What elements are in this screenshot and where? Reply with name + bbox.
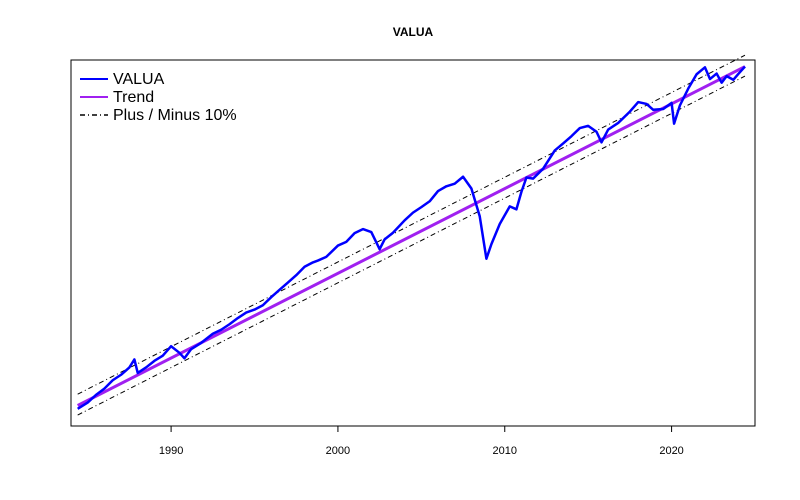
legend-label-trend: Trend (113, 89, 154, 106)
legend-label-valua: VALUA (113, 71, 165, 88)
series-trend (76, 65, 746, 407)
x-tick-label: 2010 (493, 445, 517, 457)
legend: VALUA Trend Plus / Minus 10% (80, 71, 237, 124)
series-upper-band (77, 54, 746, 395)
chart-title: VALUA (393, 25, 434, 39)
x-tick-label: 1990 (159, 445, 183, 457)
x-tick-label: 2020 (659, 445, 683, 457)
x-tick-label: 2000 (326, 445, 350, 457)
series-lower-band (77, 75, 746, 416)
series-layer (76, 54, 746, 416)
series-valua (77, 65, 746, 410)
legend-label-band: Plus / Minus 10% (113, 107, 237, 124)
x-axis: 1990 2000 2010 2020 (159, 425, 684, 457)
